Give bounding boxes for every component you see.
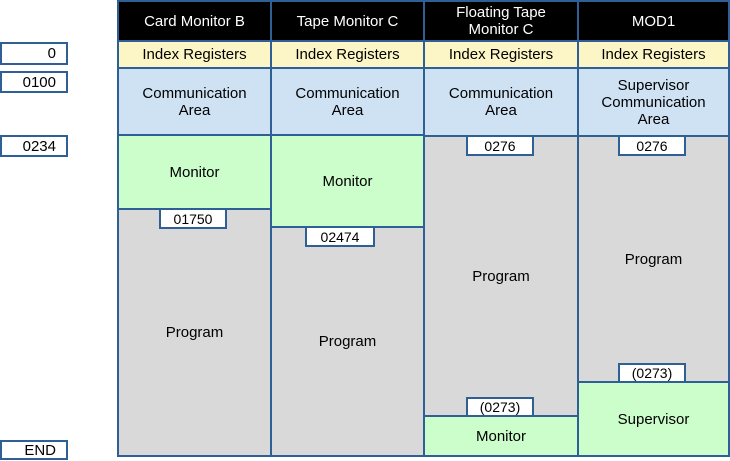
program-end-address-box: (0273) [466, 397, 534, 417]
index-registers-cell: Index Registers [272, 42, 423, 69]
program-start-address-box: 0276 [466, 135, 534, 156]
address-label-0-text: 0 [47, 45, 56, 62]
column-title: Card Monitor B [144, 12, 245, 30]
program-label: Program [318, 333, 377, 350]
column-title: Tape Monitor C [296, 12, 399, 30]
communication-area-cell: Communication Area [425, 69, 577, 137]
index-registers-label: Index Registers [448, 46, 554, 63]
program-start-address-box: 0276 [618, 135, 686, 156]
address-label-end-text: END [24, 441, 56, 459]
program-label: Program [624, 250, 683, 268]
address-label-0234: 0234 [0, 135, 68, 157]
program-cell: Program [425, 137, 577, 417]
index-registers-cell: Index Registers [119, 42, 270, 69]
program-start-address: 02474 [320, 228, 360, 245]
address-label-0100: 0100 [0, 71, 68, 93]
column-header: Floating Tape Monitor C [425, 0, 577, 42]
program-label: Program [165, 324, 224, 341]
communication-area-cell: Communication Area [272, 69, 423, 136]
column-header: MOD1 [579, 0, 728, 42]
address-label-end: END [0, 440, 68, 460]
column-card-monitor-b: Card Monitor B Index Registers Communica… [117, 0, 270, 457]
column-header: Tape Monitor C [272, 0, 423, 42]
address-label-0234-text: 0234 [22, 137, 56, 155]
program-start-address-box: 02474 [305, 226, 375, 247]
column-floating-tape-monitor-c: Floating Tape Monitor C Index Registers … [423, 0, 577, 457]
address-label-0: 0 [0, 42, 68, 65]
monitor-label: Monitor [322, 172, 373, 190]
program-end-address: (0273) [631, 365, 673, 381]
communication-area-label: Communication Area [448, 85, 554, 119]
program-end-address: (0273) [479, 399, 521, 415]
index-registers-cell: Index Registers [579, 42, 728, 69]
program-start-address: 0276 [636, 137, 668, 154]
program-label: Program [472, 267, 530, 285]
communication-area-cell: Supervisor Communication Area [579, 69, 728, 137]
column-title: MOD1 [631, 12, 676, 30]
program-end-address-box: (0273) [618, 363, 686, 383]
column-tape-monitor-c: Tape Monitor C Index Registers Communica… [270, 0, 423, 457]
address-label-0100-text: 0100 [22, 73, 56, 91]
index-registers-label: Index Registers [142, 46, 247, 63]
program-start-address: 01750 [173, 210, 213, 227]
program-start-address-box: 01750 [159, 208, 227, 229]
index-registers-label: Index Registers [601, 46, 706, 63]
column-mod1: MOD1 Index Registers Supervisor Communic… [577, 0, 730, 457]
monitor-cell: Monitor [272, 136, 423, 228]
supervisor-cell: Supervisor [579, 383, 728, 457]
index-registers-label: Index Registers [295, 46, 400, 63]
monitor-cell: Monitor [425, 417, 577, 457]
supervisor-label: Supervisor [617, 410, 690, 428]
communication-area-label: Communication Area [295, 84, 400, 119]
column-title: Floating Tape Monitor C [456, 4, 546, 38]
communication-area-label: Communication Area [142, 84, 247, 119]
program-cell: Program [119, 210, 270, 457]
monitor-cell: Monitor [119, 136, 270, 210]
monitor-label: Monitor [475, 427, 527, 445]
index-registers-cell: Index Registers [425, 42, 577, 69]
column-header: Card Monitor B [119, 0, 270, 42]
communication-area-cell: Communication Area [119, 69, 270, 136]
monitor-label: Monitor [169, 163, 220, 181]
program-cell: Program [579, 137, 728, 383]
program-start-address: 0276 [484, 137, 516, 154]
program-cell: Program [272, 228, 423, 457]
communication-area-label: Supervisor Communication Area [601, 76, 706, 128]
